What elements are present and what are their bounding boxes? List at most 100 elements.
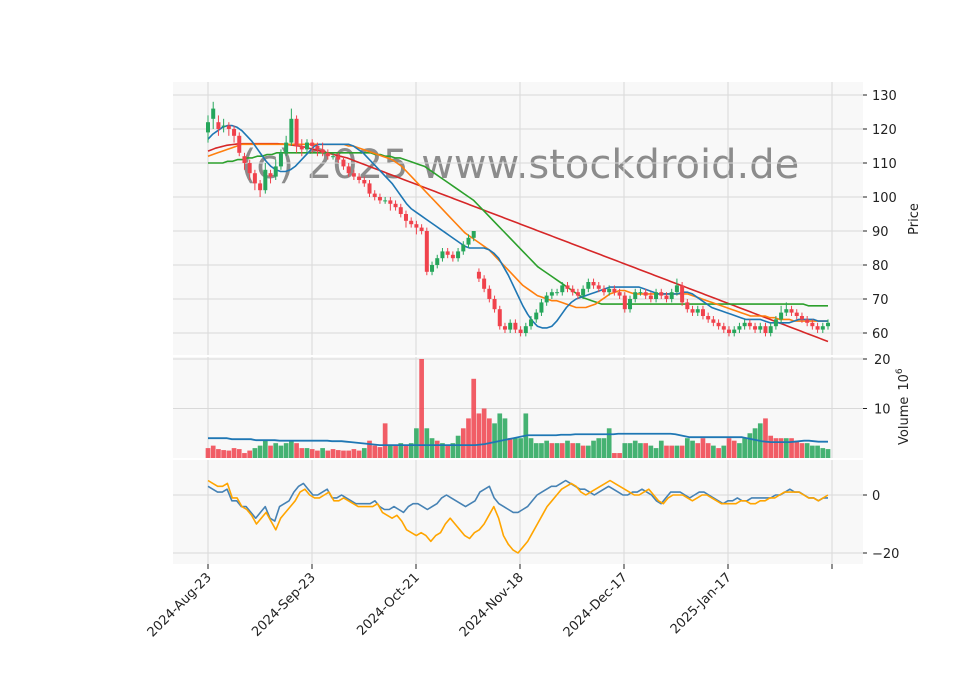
candle-body xyxy=(773,319,778,327)
candle-body xyxy=(805,319,810,323)
candle-body xyxy=(383,200,388,202)
volume-bar xyxy=(367,440,372,458)
volume-bar xyxy=(533,443,539,458)
volume-bar xyxy=(289,440,294,458)
candle-body xyxy=(690,309,695,313)
candle-body xyxy=(430,265,435,272)
volume-bar xyxy=(320,448,325,458)
volume-bar xyxy=(820,448,826,458)
volume-bar xyxy=(414,428,419,458)
volume-bar xyxy=(440,443,445,458)
volume-bar xyxy=(679,445,685,458)
volume-bar xyxy=(231,448,237,458)
volume-tick-label: 20 xyxy=(874,353,891,368)
volume-bar xyxy=(690,440,695,458)
volume-bar xyxy=(273,443,279,458)
candle-body xyxy=(784,309,789,313)
candle-body xyxy=(278,152,283,167)
volume-bar xyxy=(825,449,831,458)
volume-bar xyxy=(236,449,242,458)
volume-bar xyxy=(481,408,487,458)
volume-bar xyxy=(497,413,503,458)
volume-bar xyxy=(419,359,424,458)
price-axis-label: Price xyxy=(907,203,922,235)
candle-body xyxy=(476,271,481,279)
volume-bar xyxy=(585,445,591,458)
candle-body xyxy=(815,326,820,330)
oscillator-axis: −20 0 xyxy=(863,489,899,562)
candle-body xyxy=(664,295,669,299)
volume-bar xyxy=(507,438,513,458)
volume-bar xyxy=(403,445,409,458)
candle-body xyxy=(560,285,565,293)
candle-body xyxy=(794,312,799,316)
candle-body xyxy=(628,299,633,310)
candle-body xyxy=(331,156,336,158)
candle-body xyxy=(826,322,830,327)
volume-bar xyxy=(711,445,716,458)
candle-body xyxy=(758,326,763,330)
candle-body xyxy=(310,142,315,146)
candle-body xyxy=(700,309,705,316)
volume-bar xyxy=(799,443,805,458)
volume-bar xyxy=(361,448,367,458)
volume-bar xyxy=(377,447,383,458)
volume-bar xyxy=(226,450,232,458)
volume-bar xyxy=(559,443,565,458)
candle-body xyxy=(502,326,507,330)
volume-bar xyxy=(528,438,534,458)
candle-body xyxy=(565,285,570,289)
volume-bar xyxy=(283,443,289,458)
volume-bar xyxy=(591,440,596,458)
volume-bar xyxy=(294,443,299,458)
candle-body xyxy=(711,319,716,323)
candle-body xyxy=(206,122,210,133)
price-tick-label: 120 xyxy=(872,123,897,138)
candle-body xyxy=(721,326,726,330)
volume-bar xyxy=(382,423,388,458)
candle-body xyxy=(810,322,815,327)
candle-body xyxy=(388,200,393,204)
candle-body xyxy=(544,295,549,303)
candle-body xyxy=(315,146,320,150)
candle-body xyxy=(216,122,221,129)
candle-body xyxy=(529,319,534,327)
candle-body xyxy=(555,292,560,294)
candle-body xyxy=(518,329,523,333)
candle-body xyxy=(221,125,226,127)
volume-bar xyxy=(601,438,607,458)
candle-body xyxy=(695,309,700,313)
candle-body xyxy=(409,220,414,225)
candle-body xyxy=(294,118,299,146)
candle-body xyxy=(591,282,596,286)
volume-bar xyxy=(429,438,435,458)
volume-bar xyxy=(565,440,570,458)
oscillator-lines xyxy=(207,479,829,554)
candle-body xyxy=(299,146,304,150)
candle-body xyxy=(706,316,711,320)
candle-body xyxy=(601,288,606,293)
volume-bar xyxy=(742,438,747,458)
candle-body xyxy=(346,166,351,174)
candle-body xyxy=(237,135,242,153)
volume-bar xyxy=(450,443,456,458)
candle-body xyxy=(351,173,356,177)
candle-body xyxy=(716,322,721,327)
candle-body xyxy=(247,163,252,174)
candle-body xyxy=(513,322,518,330)
candle-body xyxy=(304,142,309,150)
volume-bar xyxy=(502,418,508,458)
volume-bar xyxy=(309,449,315,458)
volume-bar xyxy=(804,443,810,458)
candle-body xyxy=(492,299,497,310)
candle-body xyxy=(747,322,752,327)
candle-body xyxy=(232,129,237,136)
price-tick-label: 80 xyxy=(872,259,889,274)
price-tick-label: 100 xyxy=(872,191,897,206)
candle-body xyxy=(622,295,627,310)
oscillator-panel: −20 0 xyxy=(173,460,899,564)
candle-body xyxy=(362,180,367,184)
volume-bar xyxy=(346,450,352,458)
volume-bar xyxy=(596,438,602,458)
